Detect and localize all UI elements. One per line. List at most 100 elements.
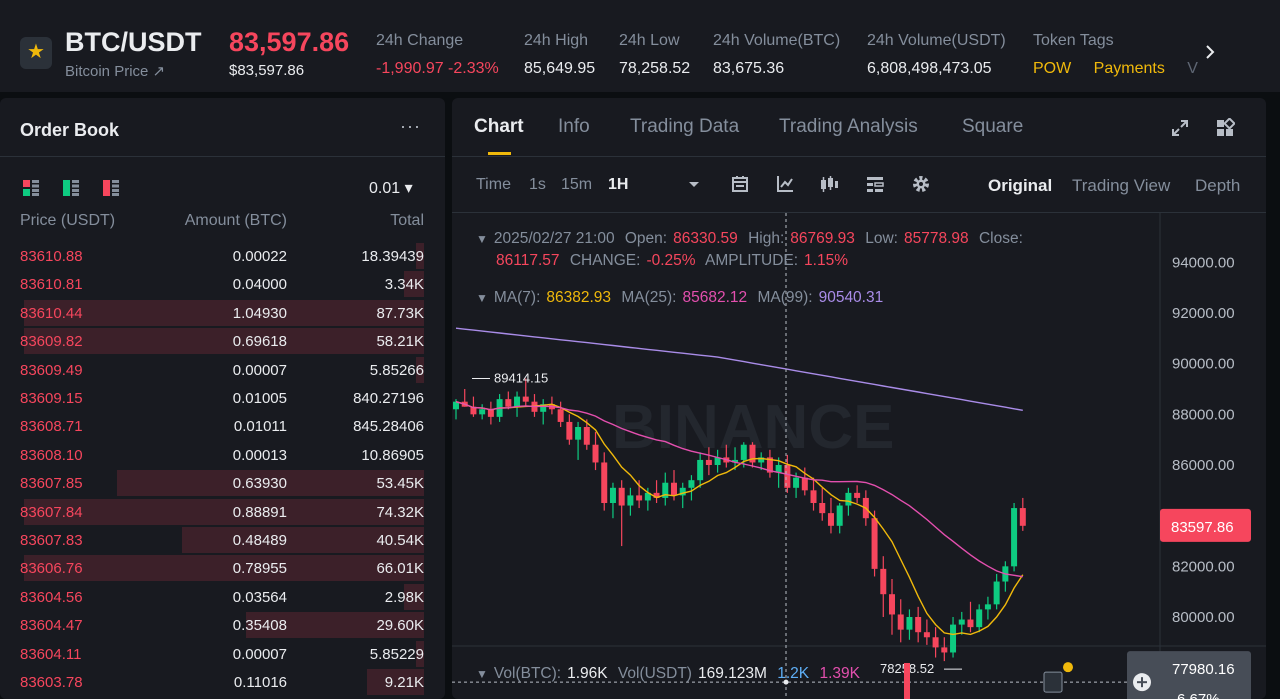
alert-dot xyxy=(1063,662,1073,673)
tab-trading-data[interactable]: Trading Data xyxy=(630,116,740,137)
candle-body xyxy=(871,518,878,569)
view-trading-view[interactable]: Trading View xyxy=(1072,176,1171,195)
ask-price: 83609.82 xyxy=(20,333,83,351)
collapse-caret-icon[interactable]: ▼ xyxy=(476,232,488,246)
ask-row[interactable]: 83610.88 0.00022 18.39439 xyxy=(0,242,445,270)
candle-body xyxy=(566,421,573,440)
view-original[interactable]: Original xyxy=(988,176,1053,195)
ask-amount: 0.03564 xyxy=(232,588,287,606)
ask-row[interactable]: 83607.85 0.63930 53.45K xyxy=(0,469,445,497)
y-tick-label: 86000.00 xyxy=(1172,457,1235,474)
favorite-star-icon[interactable]: ★ xyxy=(20,37,52,69)
ma99-value: 90540.31 xyxy=(818,289,884,306)
ask-row[interactable]: 83604.47 0.35408 29.60K xyxy=(0,611,445,639)
candle-body xyxy=(766,457,773,473)
depth-bar xyxy=(367,669,424,695)
timeframe-1s[interactable]: 1s xyxy=(529,176,546,193)
ask-row[interactable]: 83606.76 0.78955 66.01K xyxy=(0,554,445,582)
candle-body xyxy=(784,465,791,488)
indicators-icon[interactable] xyxy=(775,174,795,194)
candle-style-icon[interactable] xyxy=(819,174,839,194)
tab-info[interactable]: Info xyxy=(558,116,590,137)
ask-row[interactable]: 83609.82 0.69618 58.21K xyxy=(0,327,445,355)
precision-select[interactable]: 0.01 ▾ xyxy=(369,180,413,197)
depth-bar xyxy=(24,498,424,525)
ask-row[interactable]: 83603.78 0.11016 9.21K xyxy=(0,668,445,696)
ask-amount: 0.04000 xyxy=(232,276,287,294)
gear-icon[interactable] xyxy=(911,174,931,194)
ask-amount: 0.00007 xyxy=(232,361,287,379)
candle-body xyxy=(950,624,957,653)
book-mode-asks-icon[interactable] xyxy=(103,180,119,196)
ask-price: 83610.44 xyxy=(20,304,83,322)
ask-row[interactable]: 83609.49 0.00007 5.85266 xyxy=(0,356,445,384)
amplitude-value: 1.15% xyxy=(804,252,848,269)
ask-row[interactable]: 83607.83 0.48489 40.54K xyxy=(0,526,445,554)
y-tick-label: 88000.00 xyxy=(1172,406,1235,423)
book-mode-both-icon[interactable] xyxy=(23,180,39,196)
token-tag-more[interactable]: V xyxy=(1187,60,1198,77)
calendar-icon[interactable] xyxy=(730,174,750,194)
cursor-price-tag-bg xyxy=(1127,651,1251,699)
ask-amount: 0.88891 xyxy=(232,503,287,521)
tab-chart[interactable]: Chart xyxy=(474,116,524,137)
candle-body xyxy=(697,459,704,481)
view-depth[interactable]: Depth xyxy=(1195,176,1241,195)
header-price: Price (USDT) xyxy=(20,212,116,229)
chevron-right-icon[interactable] xyxy=(1198,40,1222,64)
pair-subtitle-link[interactable]: Bitcoin Price ↗ xyxy=(65,63,166,80)
stat-24h-volume-usdt: 24h Volume(USDT) 6,808,498,473.05 xyxy=(867,32,1006,78)
stat-value: 83,675.36 xyxy=(713,60,785,77)
candle-body xyxy=(540,404,547,412)
layout-icon[interactable] xyxy=(1215,117,1236,138)
pair-symbol[interactable]: BTC/USDT xyxy=(65,27,202,57)
timeframe-15m[interactable]: 15m xyxy=(561,176,593,193)
chart-settings-list-icon[interactable] xyxy=(865,174,885,194)
depth-bar xyxy=(416,640,424,667)
timeframe-dropdown-icon[interactable] xyxy=(684,174,704,194)
tab-square[interactable]: Square xyxy=(962,116,1024,137)
ask-row[interactable]: 83604.11 0.00007 5.85229 xyxy=(0,640,445,668)
vol-usdt-label: Vol(USDT) xyxy=(617,665,692,682)
timeframe-time[interactable]: Time xyxy=(476,176,511,193)
ask-total: 74.32K xyxy=(376,503,424,521)
ask-price: 83610.88 xyxy=(20,248,83,265)
ask-price: 83609.15 xyxy=(20,390,83,407)
collapse-caret-icon[interactable]: ▼ xyxy=(476,667,488,681)
ask-amount: 0.78955 xyxy=(232,560,287,578)
candle-body xyxy=(688,480,695,488)
stat-24h-change: 24h Change -1,990.97 -2.33% xyxy=(376,32,499,78)
high-marker-label: 89414.15 xyxy=(494,371,548,386)
ask-amount: 0.00022 xyxy=(232,248,287,265)
book-mode-bids-icon[interactable] xyxy=(63,180,79,196)
ask-row[interactable]: 83608.10 0.00013 10.86905 xyxy=(0,441,445,469)
collapse-caret-icon[interactable]: ▼ xyxy=(476,291,488,305)
ask-total: 5.85229 xyxy=(369,645,424,663)
y-tick-label: 80000.00 xyxy=(1172,609,1235,626)
ask-row[interactable]: 83610.44 1.04930 87.73K xyxy=(0,299,445,327)
ask-row[interactable]: 83607.84 0.88891 74.32K xyxy=(0,498,445,526)
candle-body xyxy=(1011,508,1018,567)
token-tag-payments[interactable]: Payments xyxy=(1093,60,1165,77)
tab-trading-analysis[interactable]: Trading Analysis xyxy=(779,116,918,137)
candle-body xyxy=(993,581,1000,605)
ask-row[interactable]: 83610.81 0.04000 3.34K xyxy=(0,270,445,298)
candle-body xyxy=(514,396,521,407)
order-marker-icon[interactable] xyxy=(1043,671,1063,693)
ask-row[interactable]: 83609.15 0.01005 840.27196 xyxy=(0,384,445,412)
ask-row[interactable]: 83604.56 0.03564 2.98K xyxy=(0,583,445,611)
fullscreen-icon[interactable] xyxy=(1170,118,1190,138)
candle-body xyxy=(601,462,608,503)
last-price-tag-bg xyxy=(1160,508,1251,542)
timeframe-1h[interactable]: 1H xyxy=(608,176,629,193)
divider xyxy=(452,156,1266,157)
token-tag-pow[interactable]: POW xyxy=(1033,60,1072,77)
ask-total: 2.98K xyxy=(384,588,424,606)
candle-body xyxy=(1019,508,1026,526)
price-chart[interactable]: BINANCE94000.0092000.0090000.0088000.008… xyxy=(452,213,1266,699)
more-options-icon[interactable]: ··· xyxy=(400,116,421,136)
ask-row[interactable]: 83608.71 0.01011 845.28406 xyxy=(0,412,445,440)
candle-body xyxy=(906,617,913,630)
candle-body xyxy=(557,409,564,422)
candle-body xyxy=(915,617,922,633)
